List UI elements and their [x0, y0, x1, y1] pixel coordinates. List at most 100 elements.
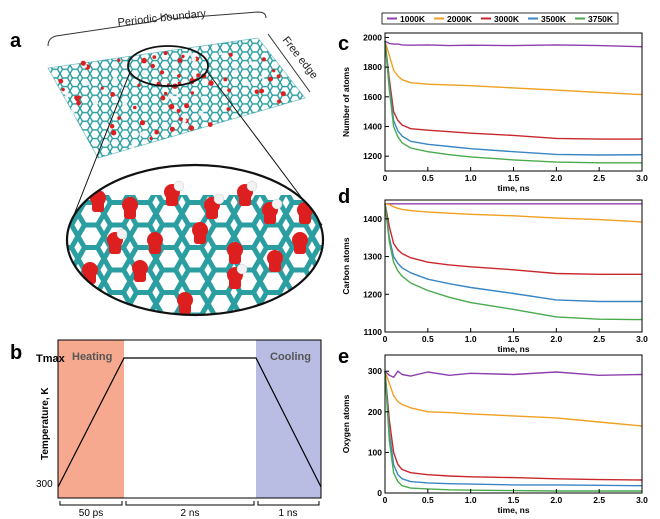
- y-tick-label: 1200: [363, 289, 382, 299]
- oxygen-atom-dot: [177, 58, 183, 63]
- oxygen-atom-dot: [261, 75, 265, 79]
- oxygen-atom-dot: [141, 71, 146, 76]
- oxygen-atom-dot: [133, 105, 137, 110]
- series-line-3750K: [384, 203, 643, 321]
- y-axis-label: Number of atoms: [341, 67, 351, 137]
- oxygen-atom-dot: [117, 116, 121, 120]
- legend-entry: 3000K: [494, 14, 520, 24]
- oxygen-atom-dot: [92, 100, 99, 106]
- oxygen-atom-dot: [277, 99, 282, 104]
- x-tick-label: 2.0: [550, 334, 562, 344]
- oxygen-atom-dot: [160, 95, 166, 101]
- oxygen-atom-dot: [198, 110, 204, 116]
- free-edge-bracket: [267, 33, 311, 93]
- oxygen-atom-dot: [276, 74, 281, 79]
- oxygen-atom-dot: [280, 91, 286, 97]
- y-tick-label: 1100: [364, 327, 383, 337]
- oxygen-atom-dot: [200, 96, 206, 101]
- legend-entry: 3500K: [541, 14, 567, 24]
- oxygen-atom-dot: [188, 125, 194, 131]
- chart-e: 0 0.5 1.0 1.5 2.0 2.5 3.0 0 100 200 300 time, ns Oxy…: [341, 354, 648, 515]
- oxygen-atom-dot: [259, 88, 265, 94]
- oxygen-atom-dot: [272, 69, 276, 73]
- x-axis-label: time, ns: [497, 344, 529, 354]
- oxygen-atom-dot: [169, 126, 175, 132]
- y-tick-label: 1400: [363, 121, 382, 131]
- x-tick-label: 1.0: [465, 495, 477, 505]
- zoom-region: [127, 45, 209, 87]
- oxygen-atom-dot: [249, 61, 253, 66]
- x-tick-label: 3.0: [636, 334, 648, 344]
- legend-entry: 2000K: [447, 14, 473, 24]
- hydrogen-atom: [246, 180, 258, 192]
- y-tick-label: 1600: [363, 92, 382, 102]
- oxygen-atom-dot: [139, 131, 144, 137]
- y-axis-label: Oxygen atoms: [341, 394, 351, 453]
- graphene-illustration: Periodic boundary Free edge: [47, 8, 325, 317]
- series-line-3750K: [384, 371, 642, 492]
- oxygen-atom-dot: [80, 60, 86, 66]
- oxygen-atom: [132, 260, 148, 276]
- oxygen-atom-dot: [168, 103, 175, 110]
- oxygen-atom-dot: [164, 91, 168, 96]
- series-line-1000K: [384, 370, 643, 378]
- oxygen-atom-dot: [191, 56, 197, 62]
- oxygen-atom-dot: [172, 70, 177, 75]
- chart-c: 0 0.5 1.0 1.5 2.0 2.5 3.0 1200 1400 1600 1800 2000 t…: [341, 32, 648, 193]
- x-tick-label: 2.5: [593, 495, 605, 505]
- oxygen-atom-dot: [141, 57, 147, 64]
- oxygen-atom: [227, 242, 243, 258]
- segment-label-heating: 50 ps: [79, 508, 103, 519]
- oxygen-atom-dot: [137, 83, 141, 88]
- series-line-1000K: [384, 40, 643, 48]
- x-tick-label: 2.5: [593, 334, 605, 344]
- panel-label-c: c: [338, 33, 350, 55]
- y-tick-label: 1400: [363, 214, 382, 224]
- series-line-2000K: [384, 203, 643, 223]
- oxygen-atom-dot: [85, 81, 90, 86]
- x-tick-label: 3.0: [636, 495, 648, 505]
- series-line-3000K: [384, 203, 642, 275]
- oxygen-atom-dot: [176, 108, 181, 113]
- oxygen-atom-dot: [254, 89, 259, 94]
- oxygen-atom-dot: [268, 76, 273, 82]
- oxygen-atom-dot: [246, 81, 251, 87]
- oxygen-atom: [147, 232, 163, 248]
- oxygen-dots-sheet: [58, 51, 286, 149]
- oxygen-atom-dot: [187, 51, 192, 56]
- x-tick-label: 1.5: [508, 334, 520, 344]
- panel-label-a: a: [10, 30, 22, 52]
- chart-d: 0 0.5 1.0 1.5 2.0 2.5 3.0 1100 1200 1300 1400 time,…: [341, 199, 648, 354]
- y-tick-label: 1200: [363, 151, 382, 161]
- oxygen-atom-dot: [117, 58, 121, 62]
- series-line-3500K: [384, 41, 643, 156]
- oxygen-atom-dot: [110, 92, 115, 97]
- y-tick-label: 100: [368, 447, 382, 457]
- hydrogen-atom: [213, 193, 225, 205]
- y-tick-label: 2000: [363, 32, 382, 42]
- panel-label-b: b: [10, 342, 23, 364]
- oxygen-atom-dot: [182, 118, 187, 123]
- oxygen-atom-dot: [208, 80, 214, 86]
- oxygen-atom-dot: [181, 54, 185, 59]
- oxygen-atom-dot: [122, 101, 127, 107]
- x-tick-label: 1.0: [465, 173, 477, 183]
- oxygen-atom-dot: [223, 77, 228, 82]
- y-tick-label: 1300: [363, 252, 382, 262]
- oxygen-atom-dot: [154, 129, 159, 135]
- oxygen-atom-dot: [74, 95, 79, 100]
- x-tick-label: 1.0: [465, 334, 477, 344]
- oxygen-atom-dot: [112, 77, 118, 82]
- oxygen-atom-dot: [149, 136, 153, 140]
- schedule-axes: [57, 339, 322, 499]
- legend-entry: 1000K: [400, 14, 426, 24]
- oxygen-atom-dot: [152, 55, 157, 59]
- oxygen-atom-dot: [106, 141, 110, 145]
- atom-count-charts: 1000K 2000K 3000K 3500K 3750K 0 0.5 1.0 1.5 2.0 2.…: [341, 12, 648, 515]
- zoom-line-left: [69, 71, 131, 226]
- cooling-region: [256, 340, 321, 498]
- x-axis-label: time, ns: [497, 505, 529, 515]
- oxygen-atom-dot: [139, 120, 146, 126]
- oxygen-atom-dot: [70, 109, 75, 115]
- x-tick-label: 2.0: [550, 495, 562, 505]
